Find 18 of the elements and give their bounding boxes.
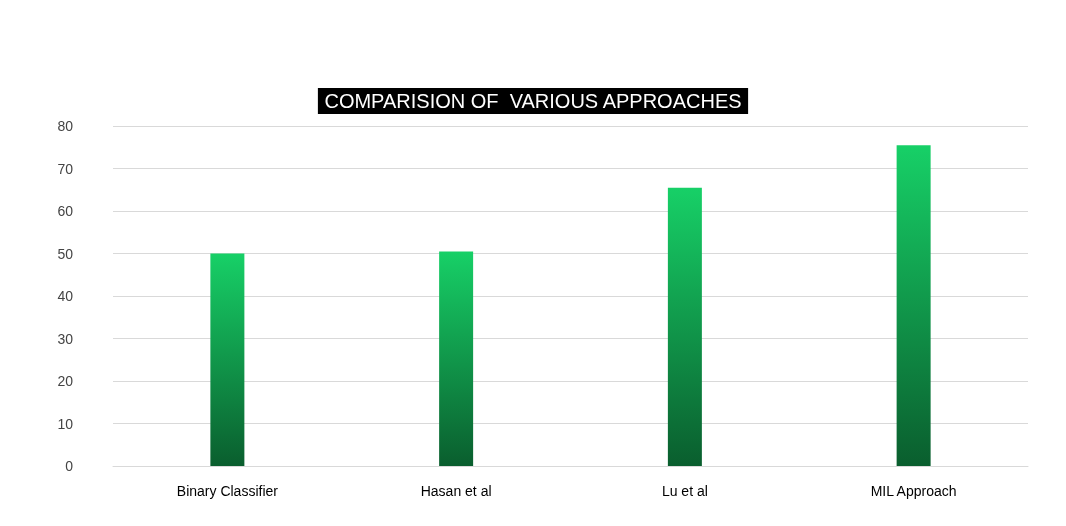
bar	[210, 253, 245, 466]
y-tick-label: 50	[57, 245, 74, 262]
y-tick-label: 70	[57, 160, 74, 177]
bar	[439, 251, 474, 466]
y-tick-label: 60	[57, 203, 74, 219]
x-tick-label: Hasan et al	[420, 483, 492, 499]
y-tick-label: 10	[57, 415, 74, 432]
y-tick-label: 40	[57, 288, 74, 304]
bar	[667, 187, 702, 466]
y-tick-label: 0	[65, 458, 74, 474]
chart-title: COMPARISION OF VARIOUS APPROACHES	[324, 90, 742, 112]
x-tick-label: Lu et al	[661, 483, 708, 499]
y-tick-label: 30	[57, 330, 74, 347]
bar	[896, 145, 931, 466]
x-tick-label: Binary Classifier	[176, 483, 279, 499]
y-tick-label: 80	[57, 118, 74, 134]
x-tick-label: MIL Approach	[870, 483, 957, 499]
y-tick-label: 20	[57, 373, 74, 389]
